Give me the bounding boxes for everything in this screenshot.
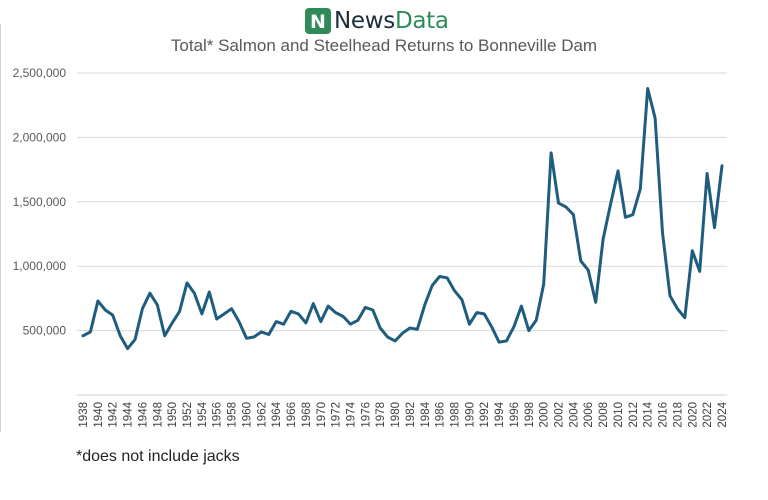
x-tick-label: 2022 bbox=[702, 402, 714, 428]
brand-logo: N NewsData bbox=[305, 6, 449, 36]
newsdata-logo-icon: N bbox=[305, 8, 331, 34]
x-tick-label: 1946 bbox=[137, 402, 149, 428]
x-tick-label: 1952 bbox=[182, 402, 194, 428]
x-tick-label: 1994 bbox=[494, 401, 506, 427]
y-tick-label: 1,000,000 bbox=[13, 259, 67, 273]
chart-title: Total* Salmon and Steelhead Returns to B… bbox=[170, 36, 598, 55]
x-tick-label: 2010 bbox=[613, 402, 625, 428]
x-tick-label: 2016 bbox=[658, 402, 670, 428]
y-tick-label: 2,000,000 bbox=[13, 130, 67, 144]
series-line bbox=[81, 87, 724, 351]
x-tick-label: 1972 bbox=[331, 402, 343, 428]
x-tick-label: 1996 bbox=[509, 402, 521, 428]
x-tick-label: 2002 bbox=[554, 402, 566, 428]
y-tick-label: 2,500,000 bbox=[13, 66, 67, 80]
left-border bbox=[0, 24, 1, 432]
brand-name-data: Data bbox=[394, 8, 449, 34]
y-axis-tick-labels: 500,000 1,000,000 1,500,000 2,000,000 2,500,… bbox=[13, 66, 67, 338]
x-tick-label: 1970 bbox=[316, 402, 328, 428]
x-tick-label: 2012 bbox=[628, 402, 640, 428]
x-tick-label: 1942 bbox=[108, 402, 120, 428]
x-tick-label: 1940 bbox=[93, 402, 105, 428]
footnote: *does not include jacks bbox=[76, 448, 240, 465]
brand-name: NewsData bbox=[334, 8, 449, 34]
y-tick-label: 1,500,000 bbox=[13, 195, 67, 209]
y-tick-label: 500,000 bbox=[23, 324, 67, 338]
x-tick-label: 1944 bbox=[123, 401, 135, 427]
svg-text:N: N bbox=[310, 11, 326, 33]
x-tick-label: 1984 bbox=[420, 401, 432, 427]
x-tick-label: 2004 bbox=[568, 401, 580, 427]
x-tick-label: 1958 bbox=[227, 402, 239, 428]
x-tick-label: 2000 bbox=[539, 402, 551, 428]
x-tick-label: 2020 bbox=[687, 402, 699, 428]
x-tick-label: 1976 bbox=[360, 402, 372, 428]
x-tick-label: 1950 bbox=[167, 402, 179, 428]
x-tick-label: 1990 bbox=[464, 402, 476, 428]
x-tick-label: 2008 bbox=[598, 402, 610, 428]
x-tick-label: 1998 bbox=[524, 402, 536, 428]
x-tick-label: 1966 bbox=[286, 402, 298, 428]
gridlines bbox=[77, 72, 727, 396]
x-tick-label: 1954 bbox=[197, 401, 209, 427]
x-tick-label: 1992 bbox=[479, 402, 491, 428]
x-tick-label: 1978 bbox=[375, 402, 387, 428]
x-tick-label: 1980 bbox=[390, 402, 402, 428]
x-axis-tick-labels: 1938 1940 1942 1944 1946 1948 1950 1952 1954 1956… bbox=[78, 401, 729, 427]
x-tick-label: 1982 bbox=[405, 402, 417, 428]
x-tick-label: 2024 bbox=[717, 401, 729, 427]
x-tick-label: 1962 bbox=[256, 402, 268, 428]
x-tick-label: 1964 bbox=[271, 401, 283, 427]
x-tick-label: 1938 bbox=[78, 402, 90, 428]
x-tick-label: 2014 bbox=[643, 401, 655, 427]
x-tick-label: 1960 bbox=[241, 402, 253, 428]
x-tick-label: 1986 bbox=[435, 402, 447, 428]
x-tick-label: 1948 bbox=[152, 402, 164, 428]
x-tick-label: 1988 bbox=[450, 402, 462, 428]
brand-name-news: News bbox=[334, 8, 395, 34]
x-tick-label: 2018 bbox=[672, 402, 684, 428]
x-tick-label: 1968 bbox=[301, 402, 313, 428]
x-tick-label: 2006 bbox=[583, 402, 595, 428]
x-tick-label: 1956 bbox=[212, 402, 224, 428]
x-tick-label: 1974 bbox=[345, 401, 357, 427]
